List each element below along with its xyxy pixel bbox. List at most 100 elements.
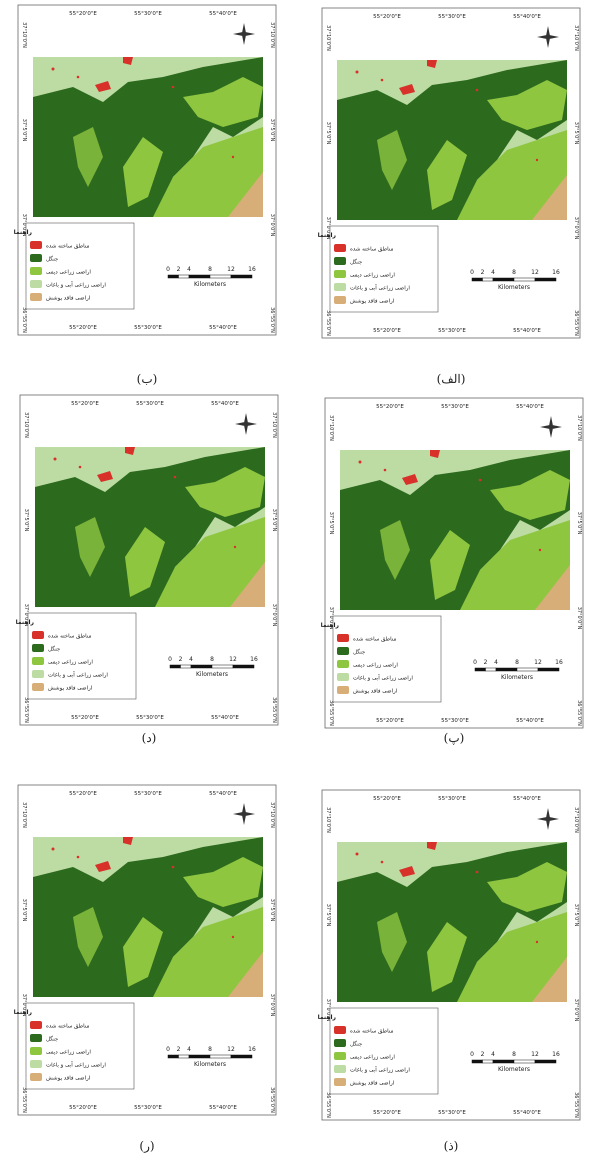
scale-bar — [537, 667, 560, 672]
latitude-label: 37°5'0"N — [573, 122, 579, 145]
longitude-label: 55°30'0"E — [438, 328, 466, 334]
latitude-label: 37°5'0"N — [325, 122, 331, 145]
panel-caption: (د) — [142, 731, 157, 745]
legend-title: راهنما — [321, 622, 340, 629]
scale-tick: 8 — [515, 659, 519, 666]
legend-title: راهنما — [14, 1009, 33, 1016]
latitude-label: 36°55'0"N — [21, 307, 27, 333]
legend-label: مناطق ساخته شده — [48, 634, 91, 640]
legend-label: مناطق ساخته شده — [353, 637, 396, 643]
map-panel: 55°20'0"E 55°20'0"E 55°30'0"E 55°30'0"E 55°4… — [16, 394, 279, 726]
longitude-label: 55°20'0"E — [373, 796, 401, 802]
legend-swatch — [334, 1039, 346, 1047]
legend: راهنما مناطق ساخته شده جنگل اراضی زراعی دیم… — [14, 1002, 135, 1090]
legend-label: اراضی فاقد پوشش — [353, 689, 398, 695]
scale-tick: 8 — [208, 1046, 212, 1053]
land-cover-map — [33, 837, 263, 997]
legend-label: اراضی زراعی آبی و باغات — [46, 1062, 106, 1069]
scale-bar — [495, 667, 518, 672]
latitude-label: 37°5'0"N — [23, 509, 29, 532]
longitude-label: 55°40'0"E — [513, 328, 541, 334]
scale-bar — [209, 1054, 232, 1059]
scale-bar — [190, 664, 213, 669]
legend-label: اراضی زراعی دیمی — [350, 1055, 395, 1061]
legend-title: راهنما — [318, 1014, 337, 1021]
scale-bar — [471, 277, 483, 282]
scale-bar — [178, 1054, 190, 1059]
scale-bar — [230, 1054, 253, 1059]
latitude-label: 37°10'0"N — [21, 802, 27, 828]
legend-label: اراضی زراعی دیمی — [46, 270, 91, 276]
legend-box — [27, 612, 137, 700]
latitude-label: 37°10'0"N — [573, 807, 579, 833]
latitude-label: 37°0'0"N — [573, 217, 579, 240]
map-panel: 55°20'0"E 55°20'0"E 55°30'0"E 55°30'0"E 55°4… — [14, 784, 277, 1116]
latitude-label: 36°55'0"N — [23, 697, 29, 723]
legend-swatch — [334, 270, 346, 278]
scale-unit: Kilometers — [196, 671, 228, 678]
legend-swatch — [334, 1078, 346, 1086]
legend: راهنما مناطق ساخته شده جنگل اراضی زراعی دیم… — [16, 612, 137, 700]
scale-bar — [485, 667, 497, 672]
scale-bar — [188, 1054, 211, 1059]
scale-tick: 2 — [177, 266, 181, 273]
legend-swatch — [337, 686, 349, 694]
legend-label: جنگل — [350, 1041, 362, 1048]
scale-tick: 8 — [208, 266, 212, 273]
scale-bar — [534, 1059, 557, 1064]
scale-unit: Kilometers — [501, 674, 533, 681]
scale-tick: 0 — [166, 266, 170, 273]
scale-tick: 16 — [250, 656, 258, 663]
legend-label: جنگل — [46, 256, 58, 263]
legend-label: اراضی فاقد پوشش — [350, 1081, 395, 1087]
scale-bar — [534, 277, 557, 282]
latitude-label: 37°5'0"N — [269, 899, 275, 922]
legend-swatch — [30, 293, 42, 301]
latitude-label: 37°10'0"N — [576, 415, 582, 441]
scale-bar — [482, 1059, 494, 1064]
scale-tick: 16 — [248, 1046, 256, 1053]
latitude-label: 37°0'0"N — [271, 604, 277, 627]
scale-bar — [474, 667, 486, 672]
longitude-label: 55°20'0"E — [376, 718, 404, 724]
scale-tick: 16 — [552, 269, 560, 276]
map-panel: 55°20'0"E 55°20'0"E 55°30'0"E 55°30'0"E 55°4… — [321, 397, 584, 729]
land-cover-map — [337, 842, 567, 1002]
map-panel: 55°20'0"E 55°20'0"E 55°30'0"E 55°30'0"E 55°4… — [318, 789, 581, 1121]
legend-box — [332, 615, 442, 703]
scale-unit: Kilometers — [498, 284, 530, 291]
legend-box — [25, 222, 135, 310]
legend-label: اراضی زراعی دیمی — [353, 663, 398, 669]
longitude-label: 55°40'0"E — [209, 791, 237, 797]
scale-tick: 0 — [166, 1046, 170, 1053]
latitude-label: 36°55'0"N — [21, 1087, 27, 1113]
legend-swatch — [337, 673, 349, 681]
longitude-label: 55°20'0"E — [71, 401, 99, 407]
legend-label: مناطق ساخته شده — [350, 1029, 393, 1035]
legend-swatch — [30, 280, 42, 288]
legend-swatch — [334, 244, 346, 252]
scale-tick: 8 — [512, 269, 516, 276]
scale-tick: 2 — [179, 656, 183, 663]
longitude-label: 55°40'0"E — [513, 796, 541, 802]
panel-caption: (ذ) — [444, 1139, 459, 1153]
scale-bar — [169, 664, 181, 669]
legend-swatch — [30, 254, 42, 262]
legend-label: اراضی فاقد پوشش — [46, 1076, 91, 1082]
legend-title: راهنما — [16, 619, 35, 626]
latitude-label: 37°10'0"N — [271, 412, 277, 438]
scale-tick: 12 — [229, 656, 237, 663]
legend-box — [25, 1002, 135, 1090]
longitude-label: 55°30'0"E — [441, 404, 469, 410]
land-cover-map — [35, 447, 265, 607]
scale-tick: 12 — [227, 266, 235, 273]
legend-label: اراضی زراعی آبی و باغات — [353, 675, 413, 682]
latitude-label: 37°0'0"N — [325, 999, 331, 1022]
map-panel: 55°20'0"E 55°20'0"E 55°30'0"E 55°30'0"E 55°4… — [14, 4, 277, 336]
latitude-label: 36°55'0"N — [576, 700, 582, 726]
longitude-label: 55°30'0"E — [438, 14, 466, 20]
legend-label: جنگل — [46, 1036, 58, 1043]
scale-bar — [492, 1059, 515, 1064]
panel-caption: (ب) — [137, 372, 158, 386]
legend-label: اراضی فاقد پوشش — [46, 296, 91, 302]
